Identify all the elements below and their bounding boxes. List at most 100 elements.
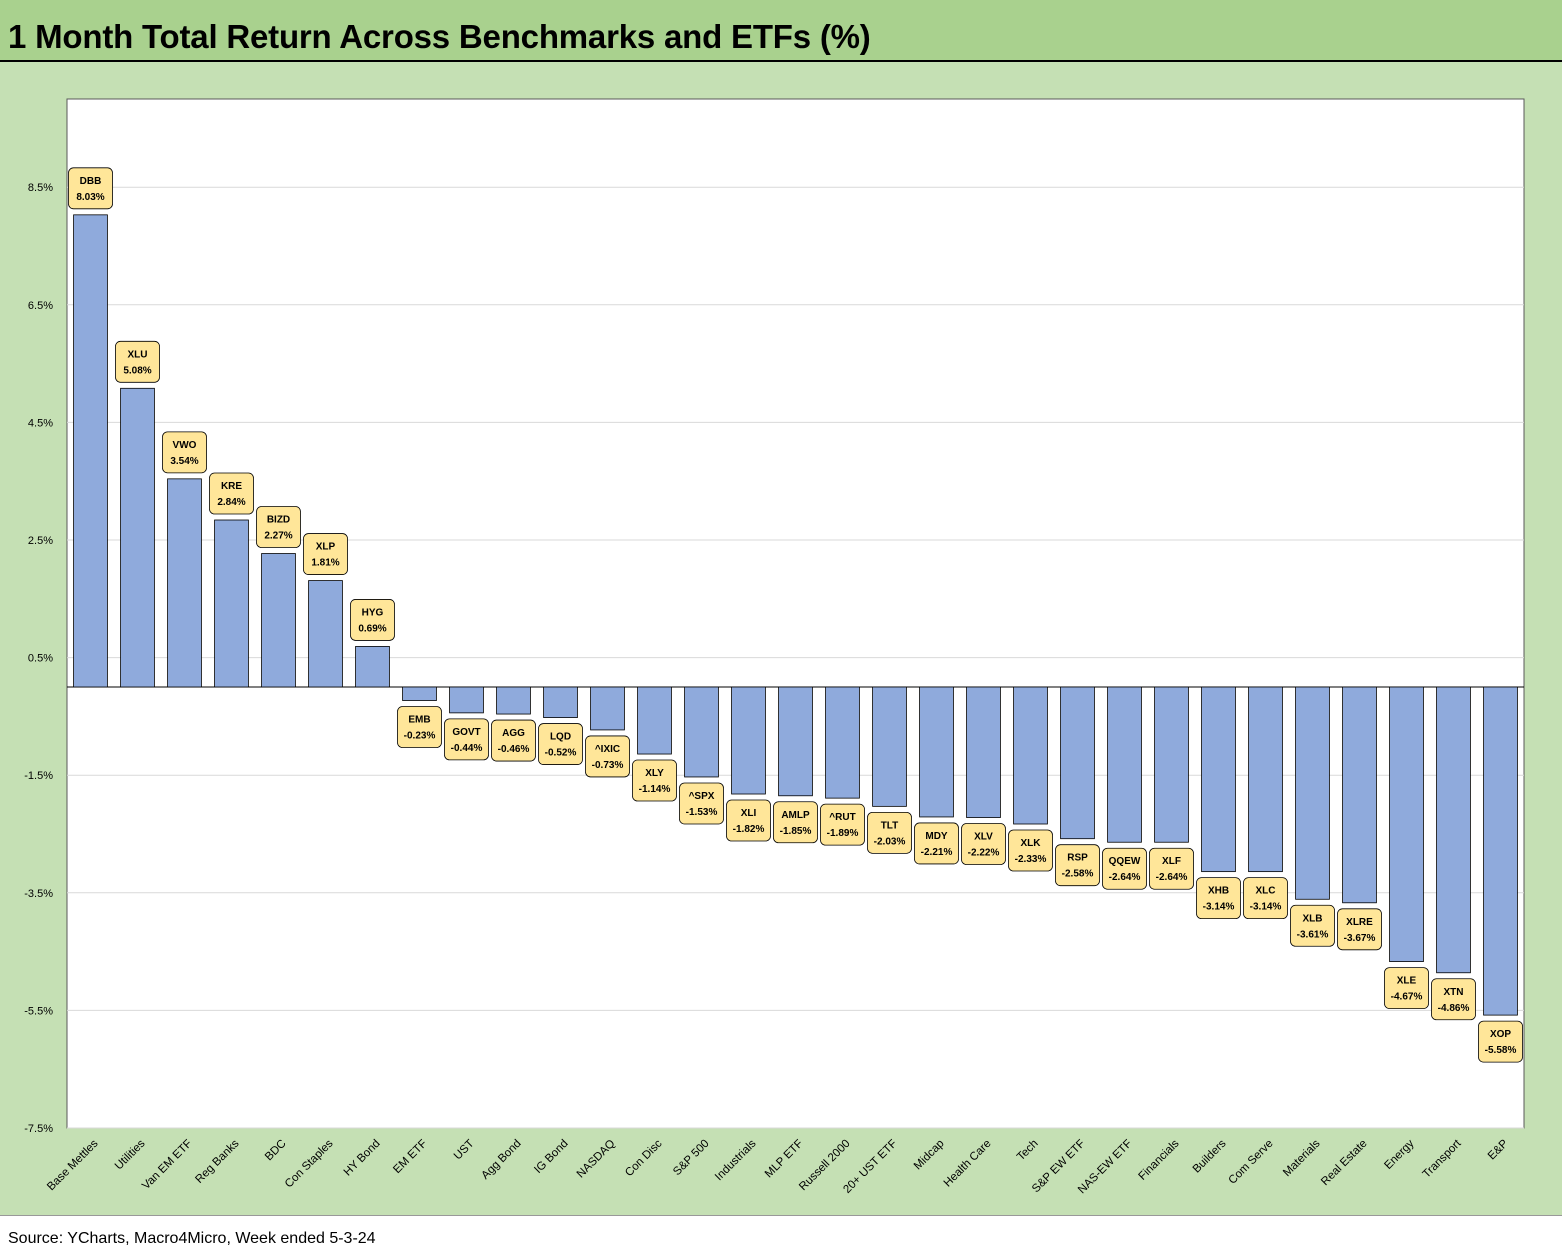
data-label-box (303, 533, 348, 575)
data-label-box (162, 431, 207, 474)
data-label-box (679, 782, 724, 825)
bar (73, 214, 108, 688)
x-tick-label: Real Estate (1319, 1138, 1370, 1189)
data-label-value: -1.53% (686, 807, 718, 818)
data-label-ticker: ^IXIC (595, 744, 620, 755)
data-label-ticker: LQD (550, 732, 571, 743)
x-tick-label: Agg Bond (479, 1138, 523, 1182)
x-tick-label: Health Care (942, 1138, 994, 1190)
y-tick-label: -1.5% (24, 770, 53, 782)
data-label-ticker: XLU (128, 349, 148, 360)
data-label-box (256, 506, 301, 548)
data-label-ticker: XTN (1444, 987, 1464, 998)
data-label-box (538, 723, 583, 765)
x-tick-label: Tech (1015, 1138, 1041, 1164)
data-label-box (773, 801, 818, 844)
data-label-box (1055, 844, 1100, 887)
bar (1107, 686, 1142, 843)
data-label-value: -2.33% (1015, 854, 1047, 865)
x-tick-label: Builders (1191, 1137, 1229, 1175)
bar (1248, 686, 1283, 873)
bar (684, 686, 719, 778)
data-label-value: -3.14% (1250, 902, 1282, 913)
data-label-ticker: XHB (1208, 886, 1229, 897)
data-label-ticker: DBB (80, 176, 102, 187)
x-tick-label: Transport (1421, 1137, 1465, 1181)
data-label-box (914, 822, 959, 865)
title-bar: 1 Month Total Return Across Benchmarks a… (0, 0, 1562, 62)
bar (919, 686, 954, 818)
y-tick-label: 8.5% (28, 182, 53, 194)
bar (214, 519, 249, 688)
x-tick-label: Utilities (113, 1137, 148, 1172)
data-label-value: -5.58% (1485, 1045, 1517, 1056)
x-tick-label: S&P 500 (671, 1138, 711, 1178)
data-label-value: 5.08% (123, 365, 151, 376)
data-label-ticker: XLE (1397, 976, 1417, 987)
data-label-box (632, 759, 677, 802)
data-label-ticker: HYG (362, 607, 384, 618)
data-label-value: -1.85% (780, 826, 812, 837)
x-tick-label: E&P (1486, 1137, 1511, 1162)
x-tick-label: HY Bond (342, 1138, 383, 1179)
data-label-value: -2.64% (1109, 872, 1141, 883)
data-label-box (1384, 967, 1429, 1009)
data-label-value: -0.44% (451, 743, 483, 754)
data-label-value: -1.89% (827, 828, 859, 839)
source-note: Source: YCharts, Macro4Micro, Week ended… (8, 1230, 376, 1247)
bar (496, 686, 531, 715)
data-label-ticker: XLF (1162, 856, 1181, 867)
data-label-box (444, 718, 489, 761)
data-label-ticker: RSP (1067, 853, 1088, 864)
data-label-box (1149, 847, 1194, 890)
data-label-ticker: XLI (741, 808, 757, 819)
data-label-ticker: XLK (1021, 838, 1042, 849)
data-label-ticker: TLT (881, 820, 899, 831)
data-label-value: 1.81% (311, 558, 339, 569)
data-label-value: -0.52% (545, 748, 577, 759)
bar (1295, 686, 1330, 900)
bar (1201, 686, 1236, 873)
y-tick-label: 6.5% (28, 300, 53, 312)
data-label-value: 8.03% (76, 192, 104, 203)
data-label-box (1196, 877, 1241, 920)
bar (966, 686, 1001, 818)
y-tick-label: 0.5% (28, 653, 53, 665)
x-tick-label: EM ETF (391, 1138, 429, 1176)
data-label-box (820, 803, 865, 846)
bar (308, 580, 343, 688)
x-tick-label: Industrials (713, 1137, 759, 1183)
data-label-ticker: XLRE (1346, 917, 1373, 928)
data-label-value: -4.67% (1391, 992, 1423, 1003)
bar (120, 387, 155, 688)
data-label-ticker: XLY (645, 768, 664, 779)
data-label-box (585, 735, 630, 778)
bar-chart: 8.5% 6.5% 4.5% 2.5% 0.5% -1.5% -3.5% -5.5% -7.5%… (24, 98, 1525, 1196)
data-label-box (1337, 908, 1382, 951)
y-tick-label: -5.5% (24, 1005, 53, 1017)
data-label-value: 2.27% (264, 531, 292, 542)
data-label-ticker: AGG (502, 728, 525, 739)
data-label-value: -0.46% (498, 744, 530, 755)
data-label-ticker: XLV (974, 832, 993, 843)
data-label-value: -1.14% (639, 784, 671, 795)
bar (402, 686, 437, 701)
data-label-ticker: XLC (1256, 886, 1276, 897)
data-label-value: -0.73% (592, 760, 624, 771)
bar (590, 686, 625, 731)
data-label-box (209, 472, 254, 515)
x-tick-label: UST (452, 1138, 477, 1163)
bar (778, 686, 813, 797)
data-label-ticker: BIZD (267, 515, 290, 526)
y-tick-label: 2.5% (28, 535, 53, 547)
bar (1483, 686, 1518, 1016)
data-label-value: -2.22% (968, 848, 1000, 859)
bar (731, 686, 766, 795)
data-label-value: -2.64% (1156, 872, 1188, 883)
y-tick-label: -3.5% (24, 888, 53, 900)
x-tick-label: Materials (1281, 1137, 1323, 1179)
x-tick-label: Van EM ETF (140, 1138, 194, 1192)
data-label-value: -3.61% (1297, 929, 1329, 940)
data-label-box (1243, 877, 1288, 920)
bar (355, 646, 390, 688)
